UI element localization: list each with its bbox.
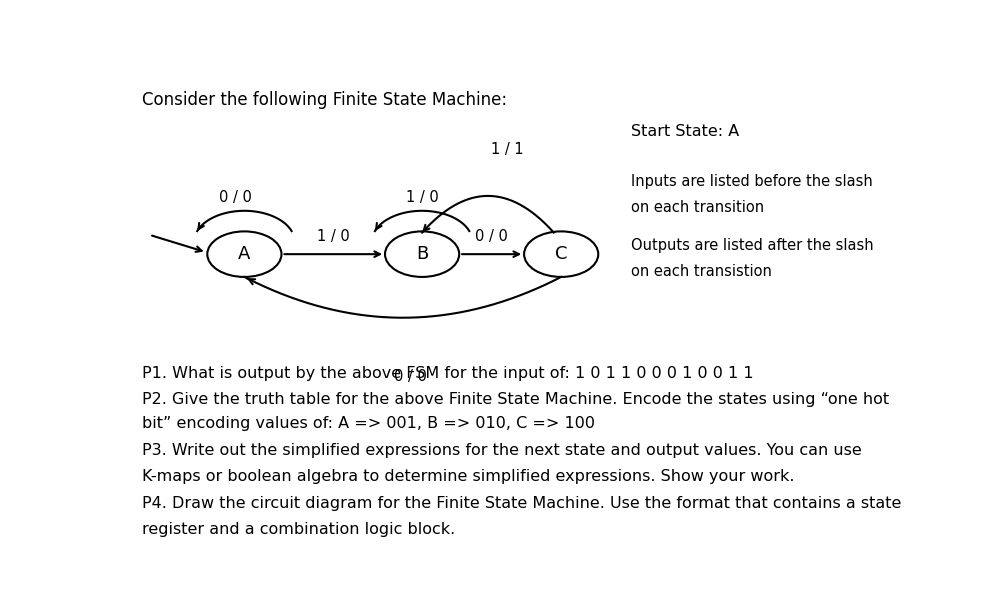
- Text: 1 / 0: 1 / 0: [406, 190, 439, 205]
- Text: on each transition: on each transition: [631, 200, 764, 214]
- Text: Start State: A: Start State: A: [631, 124, 739, 139]
- Text: on each transistion: on each transistion: [631, 264, 772, 278]
- Text: C: C: [555, 245, 567, 263]
- Text: Inputs are listed before the slash: Inputs are listed before the slash: [631, 174, 872, 188]
- Text: 0 / 0: 0 / 0: [218, 190, 251, 205]
- Text: bit” encoding values of: A => 001, B => 010, C => 100: bit” encoding values of: A => 001, B => …: [142, 416, 594, 431]
- Text: B: B: [416, 245, 429, 263]
- Text: 1 / 0: 1 / 0: [317, 229, 350, 244]
- Text: 1 / 1: 1 / 1: [491, 142, 523, 157]
- Text: 0 / 0: 0 / 0: [476, 229, 508, 244]
- Text: P3. Write out the simplified expressions for the next state and output values. Y: P3. Write out the simplified expressions…: [142, 443, 861, 458]
- Text: P1. What is output by the above FSM for the input of: 1 0 1 1 0 0 0 1 0 0 1 1: P1. What is output by the above FSM for …: [142, 366, 754, 381]
- Text: Outputs are listed after the slash: Outputs are listed after the slash: [631, 238, 873, 253]
- Text: register and a combination logic block.: register and a combination logic block.: [142, 522, 455, 537]
- Text: P4. Draw the circuit diagram for the Finite State Machine. Use the format that c: P4. Draw the circuit diagram for the Fin…: [142, 496, 901, 511]
- Text: Consider the following Finite State Machine:: Consider the following Finite State Mach…: [142, 91, 506, 108]
- Text: 0 / 0: 0 / 0: [394, 369, 427, 384]
- Text: P2. Give the truth table for the above Finite State Machine. Encode the states u: P2. Give the truth table for the above F…: [142, 392, 888, 407]
- Text: A: A: [238, 245, 250, 263]
- Text: K-maps or boolean algebra to determine simplified expressions. Show your work.: K-maps or boolean algebra to determine s…: [142, 469, 795, 484]
